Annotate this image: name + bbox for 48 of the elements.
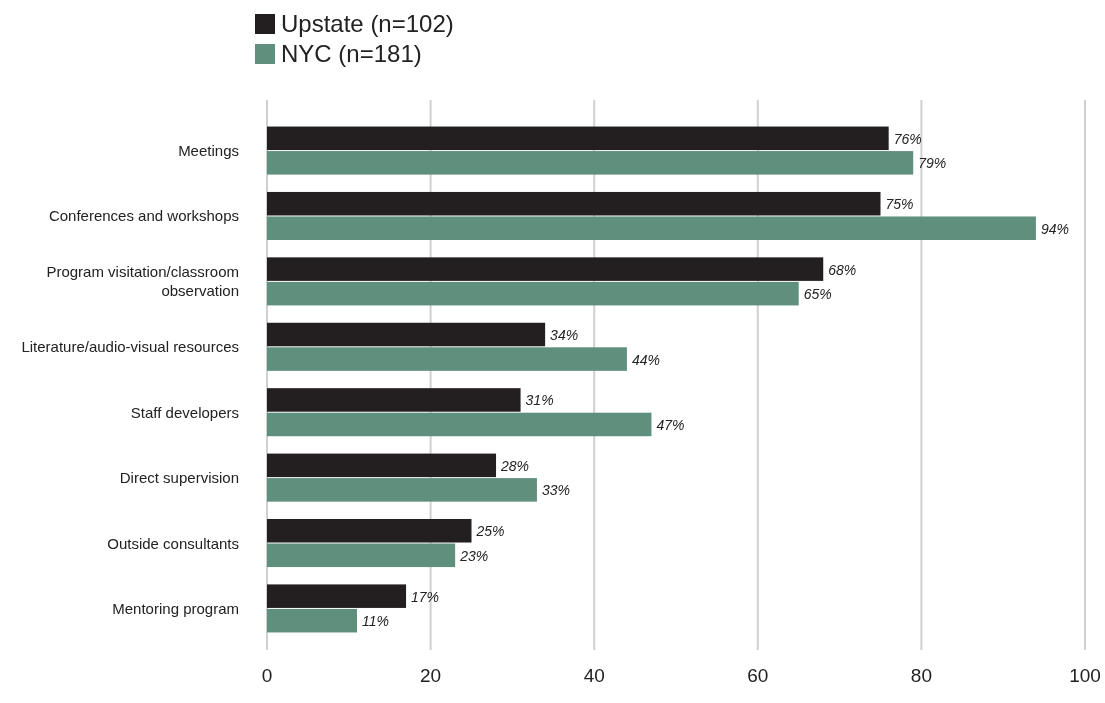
- bar: [267, 257, 824, 281]
- y-tick-label: Direct supervision: [119, 469, 239, 487]
- data-label: 65%: [803, 286, 832, 303]
- bar: [267, 543, 456, 568]
- x-tick-label: 0: [261, 665, 273, 686]
- bar: [267, 216, 1036, 241]
- bar: [267, 412, 652, 437]
- bar: [267, 584, 407, 608]
- bar: [267, 347, 627, 371]
- data-label: 75%: [885, 196, 914, 213]
- bar: [267, 608, 357, 633]
- legend-label: Upstate (n=102): [281, 10, 454, 37]
- data-label: 31%: [525, 392, 554, 409]
- data-label: 11%: [361, 613, 389, 630]
- bar: [267, 453, 497, 478]
- data-label: 23%: [459, 547, 489, 564]
- y-tick-label: Program visitation/classroom observation: [46, 263, 239, 300]
- data-label: 33%: [541, 482, 570, 499]
- legend-label: NYC (n=181): [281, 40, 422, 67]
- y-tick-label: Literature/audio-visual resources: [21, 338, 239, 356]
- data-label: 68%: [828, 261, 857, 278]
- x-tick-label: 40: [583, 665, 605, 686]
- bar: [267, 151, 914, 175]
- x-tick-label: 20: [420, 665, 442, 686]
- bar: [267, 518, 472, 543]
- x-tick-label: 60: [747, 665, 769, 686]
- data-label: 17%: [411, 588, 440, 605]
- y-tick-label: Outside consultants: [107, 534, 239, 552]
- data-label: 44%: [631, 351, 660, 368]
- bar: [267, 281, 799, 306]
- y-tick-label: Mentoring program: [112, 599, 239, 617]
- bar: [267, 191, 881, 216]
- y-tick-label: Staff developers: [130, 403, 239, 421]
- data-label: 79%: [918, 155, 947, 172]
- bar: [267, 126, 889, 151]
- x-tick-label: 80: [910, 665, 932, 686]
- y-tick-label: Conferences and workshops: [48, 207, 239, 225]
- data-label: 76%: [893, 130, 922, 147]
- x-tick-label: 100: [1069, 665, 1101, 686]
- data-label: 94%: [1040, 220, 1069, 237]
- bar: [267, 478, 537, 502]
- bar: [267, 388, 521, 412]
- data-label: 47%: [656, 416, 685, 433]
- data-label: 34%: [550, 327, 579, 344]
- bar: [267, 322, 546, 347]
- y-tick-label: Meetings: [178, 142, 239, 160]
- data-label: 28%: [500, 457, 530, 474]
- data-label: 25%: [475, 523, 505, 540]
